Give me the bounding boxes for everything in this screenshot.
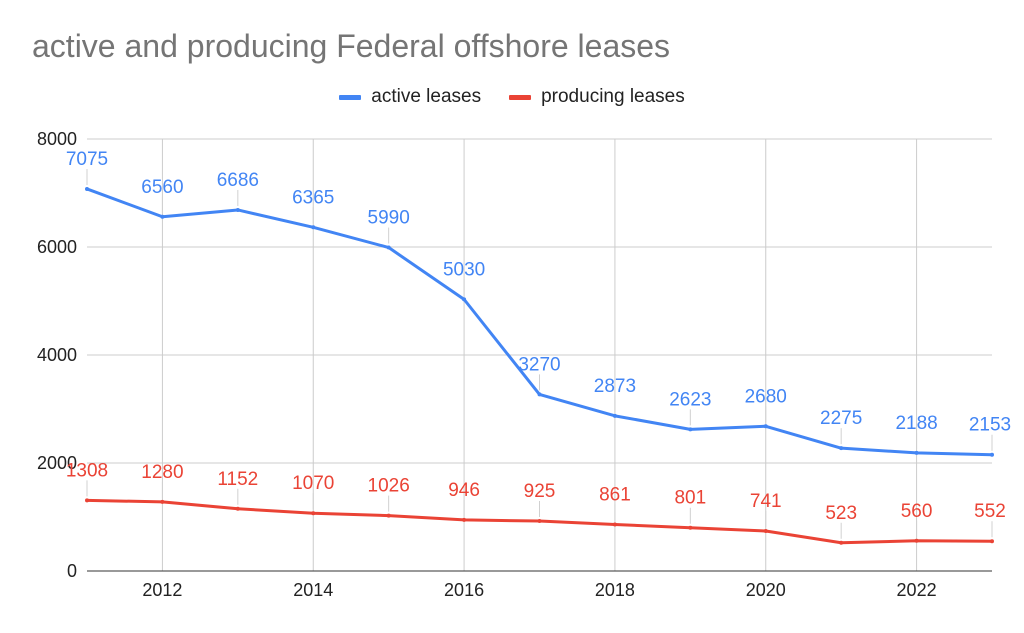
legend-label-active-leases: active leases: [371, 86, 482, 107]
data-label-active-leases: 6365: [292, 187, 334, 208]
data-point-producing-leases[interactable]: [235, 506, 240, 511]
data-label-producing-leases: 1152: [217, 469, 258, 490]
data-point-producing-leases[interactable]: [311, 511, 316, 516]
data-point-active-leases[interactable]: [763, 424, 768, 429]
data-point-producing-leases[interactable]: [763, 528, 768, 533]
data-point-producing-leases[interactable]: [386, 513, 391, 518]
data-label-active-leases: 2873: [594, 376, 636, 397]
data-label-active-leases: 7075: [66, 149, 108, 170]
y-tick-label: 6000: [37, 237, 77, 257]
y-tick-label: 8000: [37, 129, 77, 149]
legend-item-producing-leases[interactable]: producing leases: [509, 86, 685, 108]
data-point-producing-leases[interactable]: [612, 522, 617, 527]
legend-item-active-leases[interactable]: active leases: [339, 86, 481, 108]
data-label-producing-leases: 925: [524, 481, 556, 502]
data-label-producing-leases: 946: [448, 480, 480, 501]
data-label-active-leases: 2623: [669, 389, 711, 410]
data-point-active-leases[interactable]: [311, 225, 316, 230]
data-label-active-leases: 6686: [217, 170, 259, 191]
legend: active leases producing leases: [0, 86, 1024, 108]
data-label-producing-leases: 741: [750, 491, 782, 512]
data-point-producing-leases[interactable]: [839, 540, 844, 545]
data-label-active-leases: 2680: [745, 386, 787, 407]
data-point-producing-leases[interactable]: [85, 498, 89, 503]
axis-layer: 0 2000 4000 6000 8000 2012 2014 2016 2018 2020 202…: [37, 129, 992, 600]
data-point-producing-leases[interactable]: [537, 519, 542, 524]
x-tick-label: 2020: [746, 580, 786, 600]
data-label-active-leases: 2188: [895, 413, 937, 434]
data-label-active-leases: 3270: [518, 354, 560, 375]
data-point-active-leases[interactable]: [990, 452, 994, 457]
x-tick-label: 2012: [142, 580, 182, 600]
data-point-active-leases[interactable]: [85, 186, 89, 191]
data-label-producing-leases: 523: [825, 503, 857, 524]
data-point-active-leases[interactable]: [612, 413, 617, 418]
legend-swatch-active-leases: [339, 94, 362, 100]
legend-label-producing-leases: producing leases: [541, 86, 685, 107]
y-tick-label: 2000: [37, 453, 77, 473]
data-label-producing-leases: 861: [599, 485, 631, 506]
data-point-producing-leases[interactable]: [688, 525, 693, 530]
data-label-active-leases: 2153: [969, 415, 1011, 436]
data-point-producing-leases[interactable]: [990, 539, 994, 544]
y-tick-label: 0: [67, 561, 77, 581]
data-point-producing-leases[interactable]: [914, 538, 919, 543]
data-label-producing-leases: 801: [674, 488, 706, 509]
data-point-active-leases[interactable]: [839, 446, 844, 451]
y-tick-label: 4000: [37, 345, 77, 365]
data-label-producing-leases: 1280: [141, 462, 183, 483]
data-label-producing-leases: 552: [974, 501, 1006, 522]
data-label-active-leases: 2275: [820, 408, 862, 429]
x-tick-label: 2014: [293, 580, 333, 600]
data-point-producing-leases[interactable]: [462, 517, 467, 522]
data-label-active-leases: 5030: [443, 259, 485, 280]
data-label-producing-leases: 1026: [368, 476, 410, 497]
data-point-active-leases[interactable]: [914, 450, 919, 455]
data-point-active-leases[interactable]: [386, 245, 391, 250]
data-label-producing-leases: 560: [901, 501, 933, 522]
data-label-producing-leases: 1070: [292, 473, 334, 494]
data-label-producing-leases: 1308: [66, 460, 108, 481]
legend-swatch-producing-leases: [509, 94, 532, 100]
data-point-active-leases[interactable]: [235, 207, 240, 212]
chart-title: active and producing Federal offshore le…: [32, 28, 671, 64]
data-point-active-leases[interactable]: [160, 214, 165, 219]
series-layer: [85, 186, 994, 545]
data-point-active-leases[interactable]: [688, 427, 693, 432]
data-label-active-leases: 5990: [368, 208, 410, 229]
data-point-active-leases[interactable]: [537, 392, 542, 397]
data-label-layer: 7075 6560 6686 6365 5990 5030 3270 2873 2623 2680…: [66, 149, 1011, 539]
data-label-active-leases: 6560: [141, 177, 183, 198]
data-point-active-leases[interactable]: [462, 297, 467, 302]
data-point-producing-leases[interactable]: [160, 499, 165, 504]
x-tick-label: 2022: [897, 580, 937, 600]
x-tick-label: 2016: [444, 580, 484, 600]
x-tick-label: 2018: [595, 580, 635, 600]
